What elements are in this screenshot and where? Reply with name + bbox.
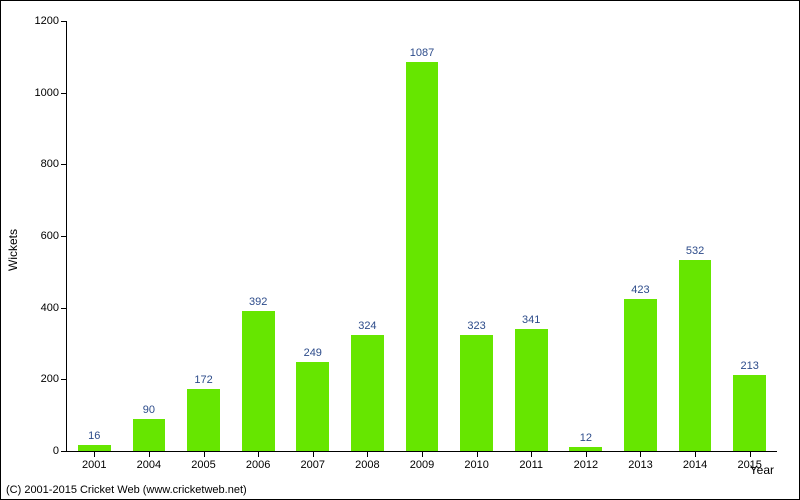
y-tick (61, 308, 67, 309)
y-tick-label: 400 (41, 302, 59, 314)
bar-value-label: 172 (194, 374, 212, 386)
bar-value-label: 392 (249, 296, 267, 308)
x-tick-label: 2014 (683, 459, 707, 471)
bar: 532 (679, 260, 712, 451)
y-tick-label: 600 (41, 230, 59, 242)
x-tick (94, 451, 95, 457)
bar: 172 (187, 389, 220, 451)
bar-value-label: 324 (358, 320, 376, 332)
y-tick-label: 200 (41, 373, 59, 385)
x-tick-label: 2013 (628, 459, 652, 471)
x-tick-label: 2001 (82, 459, 106, 471)
x-tick (695, 451, 696, 457)
bar-value-label: 341 (522, 314, 540, 326)
x-tick (422, 451, 423, 457)
bar: 213 (733, 375, 766, 451)
bar-value-label: 90 (143, 404, 155, 416)
x-tick (367, 451, 368, 457)
x-axis-title: Year (750, 463, 774, 477)
bar: 12 (569, 447, 602, 451)
bar-value-label: 323 (467, 320, 485, 332)
chart-container: Wickets 02004006008001000120020011620049… (0, 0, 800, 500)
bar: 90 (133, 419, 166, 451)
bar-value-label: 213 (740, 360, 758, 372)
x-tick (258, 451, 259, 457)
x-tick (640, 451, 641, 457)
bar: 324 (351, 335, 384, 451)
bar-value-label: 249 (304, 347, 322, 359)
x-tick (477, 451, 478, 457)
x-tick-label: 2010 (464, 459, 488, 471)
x-tick-label: 2005 (191, 459, 215, 471)
bar-value-label: 532 (686, 245, 704, 257)
bar: 1087 (406, 62, 439, 452)
bar-value-label: 423 (631, 284, 649, 296)
y-tick-label: 1200 (35, 15, 59, 27)
x-tick-label: 2004 (137, 459, 161, 471)
x-tick-label: 2011 (519, 459, 543, 471)
x-tick (586, 451, 587, 457)
bar: 16 (78, 445, 111, 451)
x-tick-label: 2008 (355, 459, 379, 471)
x-tick (313, 451, 314, 457)
y-tick (61, 451, 67, 452)
y-tick-label: 800 (41, 158, 59, 170)
bar-value-label: 12 (580, 432, 592, 444)
x-tick-label: 2006 (246, 459, 270, 471)
y-tick (61, 236, 67, 237)
x-tick-label: 2012 (574, 459, 598, 471)
copyright-text: (C) 2001-2015 Cricket Web (www.cricketwe… (6, 484, 247, 496)
x-tick (531, 451, 532, 457)
bar: 249 (296, 362, 329, 451)
y-axis-title: Wickets (6, 229, 20, 271)
plot-area: 0200400600800100012002001162004902005172… (66, 21, 777, 452)
bar: 323 (460, 335, 493, 451)
x-tick-label: 2007 (301, 459, 325, 471)
bar: 392 (242, 311, 275, 451)
y-tick-label: 0 (53, 445, 59, 457)
y-tick (61, 379, 67, 380)
bar-value-label: 1087 (410, 47, 434, 59)
y-tick (61, 93, 67, 94)
y-tick (61, 21, 67, 22)
bar: 341 (515, 329, 548, 451)
bar-value-label: 16 (88, 430, 100, 442)
y-tick (61, 164, 67, 165)
x-tick (149, 451, 150, 457)
y-tick-label: 1000 (35, 87, 59, 99)
x-tick (750, 451, 751, 457)
x-tick (204, 451, 205, 457)
x-tick-label: 2009 (410, 459, 434, 471)
bar: 423 (624, 299, 657, 451)
